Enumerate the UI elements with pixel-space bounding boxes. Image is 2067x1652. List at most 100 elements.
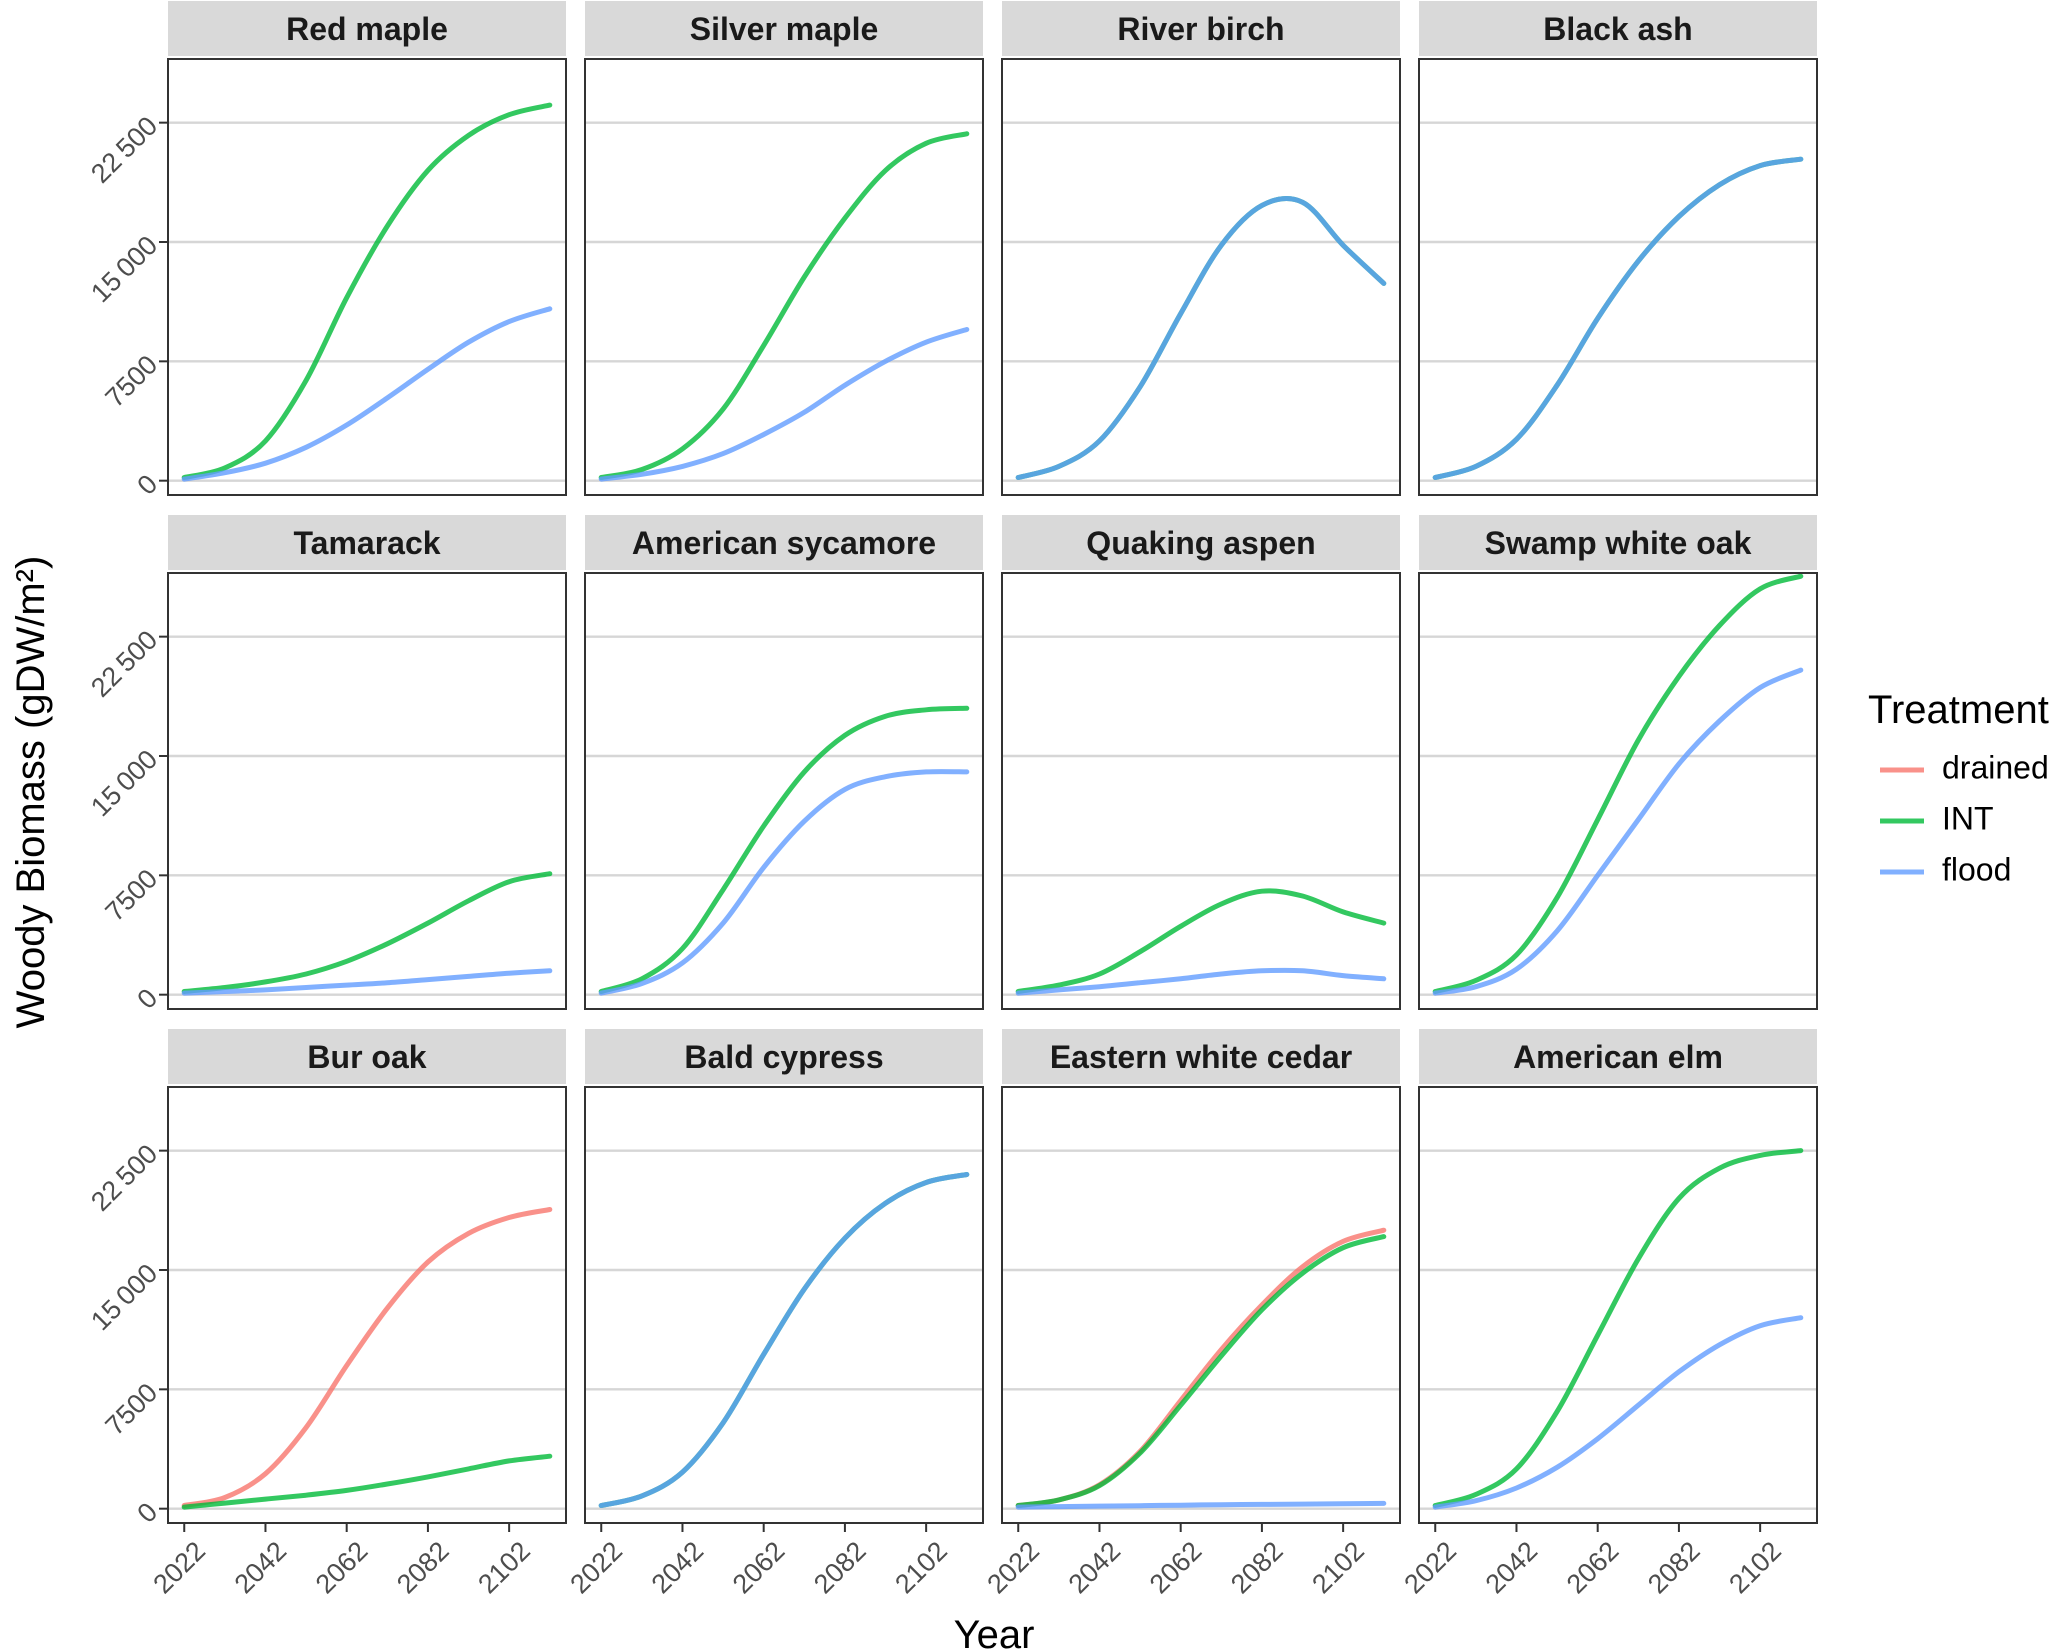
x-tick-label: 2022 [981, 1536, 1045, 1600]
series-line-flood [181, 968, 553, 996]
panel-background [168, 1087, 566, 1523]
series-line-int [1432, 1148, 1804, 1508]
x-tick-label: 2062 [1561, 1536, 1625, 1600]
series-line-flood [1432, 1315, 1804, 1510]
x-tick-label: 2042 [1480, 1536, 1544, 1600]
panel-background [168, 59, 566, 495]
panel-background [1002, 573, 1400, 1009]
y-tick-label: 0 [131, 469, 163, 501]
y-tick-label: 22 500 [85, 625, 163, 703]
facet-strip [585, 1029, 983, 1084]
y-tick-label: 7500 [100, 1377, 164, 1441]
y-tick-label: 22 500 [85, 111, 163, 189]
x-tick-label: 2022 [564, 1536, 628, 1600]
series-line-flood [1015, 1500, 1387, 1510]
panel-background [168, 573, 566, 1009]
facet-strip [585, 1, 983, 56]
panel-border [1001, 58, 1401, 496]
panel-border [167, 1086, 567, 1524]
series-line-int [598, 131, 970, 480]
y-tick-label: 15 000 [85, 744, 163, 822]
facet-title: Bur oak [307, 1039, 426, 1075]
panel-background [1419, 1087, 1817, 1523]
y-tick-label: 0 [131, 1497, 163, 1529]
facet-panel: Bald cypress 2022 2042 2062 2082 2102 [564, 1029, 984, 1600]
panel-border [1001, 1086, 1401, 1524]
legend-label: flood [1942, 851, 2011, 887]
series-line-int [1432, 573, 1804, 994]
series-line-flood [598, 327, 970, 482]
facet-panel: Black ash [1418, 1, 1818, 496]
panel-border [167, 572, 567, 1010]
x-tick-label: 2082 [1642, 1536, 1706, 1600]
facet-panel: Swamp white oak [1418, 515, 1818, 1010]
facet-title: River birch [1117, 11, 1284, 47]
panel-border [167, 58, 567, 496]
y-axis-title: Woody Biomass (gDW/m²) [9, 556, 53, 1029]
facet-title: Eastern white cedar [1050, 1039, 1352, 1075]
series-line-int [181, 871, 553, 994]
series-line-flood [1432, 667, 1804, 996]
series-line-int [598, 705, 970, 994]
legend-label: INT [1942, 800, 1994, 836]
facet-panel: Eastern white cedar 2022 2042 2062 2082 2102 [981, 1029, 1401, 1600]
facet-title: Quaking aspen [1086, 525, 1315, 561]
x-tick-label: 2082 [808, 1536, 872, 1600]
panel-border [1418, 58, 1818, 496]
series-line-drained [181, 1207, 553, 1508]
facet-title: Swamp white oak [1485, 525, 1752, 561]
facet-strip [1419, 1029, 1817, 1084]
facet-title: American elm [1513, 1039, 1723, 1075]
series-line-flood [181, 306, 553, 482]
panel-background [585, 1087, 983, 1523]
y-tick-label: 15 000 [85, 1258, 163, 1336]
series-line-int [1015, 1234, 1387, 1508]
facet-strip [585, 515, 983, 570]
facet-panel: Bur oak 0 7500 15 000 22 500 2022 2042 2062 2082… [85, 1029, 567, 1600]
series-line-int [181, 102, 553, 480]
facet-strip [168, 515, 566, 570]
x-tick-label: 2042 [1063, 1536, 1127, 1600]
x-tick-label: 2082 [1225, 1536, 1289, 1600]
series-line-flood [1015, 195, 1387, 480]
facet-strip [1002, 1029, 1400, 1084]
x-tick-label: 2062 [310, 1536, 374, 1600]
panel-border [1418, 1086, 1818, 1524]
x-tick-label: 2102 [1306, 1536, 1370, 1600]
panel-border [1001, 572, 1401, 1010]
panel-border [1418, 572, 1818, 1010]
x-tick-label: 2082 [391, 1536, 455, 1600]
facet-title: Black ash [1543, 11, 1692, 47]
x-tick-label: 2102 [472, 1536, 536, 1600]
series-line-flood [598, 1172, 970, 1508]
y-tick-label: 7500 [100, 863, 164, 927]
x-tick-label: 2102 [889, 1536, 953, 1600]
panel-border [584, 58, 984, 496]
x-axis-title: Year [954, 1613, 1035, 1652]
facet-panel: Tamarack 0 7500 15 000 22 500 [85, 515, 567, 1015]
panel-border [584, 1086, 984, 1524]
x-tick-label: 2102 [1723, 1536, 1787, 1600]
series-line-flood [1432, 156, 1804, 480]
y-tick-label: 15 000 [85, 230, 163, 308]
legend-label: drained [1942, 749, 2049, 785]
facet-strip [1419, 1, 1817, 56]
x-tick-label: 2062 [1144, 1536, 1208, 1600]
x-tick-label: 2062 [727, 1536, 791, 1600]
x-tick-label: 2022 [1398, 1536, 1462, 1600]
series-line-flood [598, 769, 970, 996]
facet-strip [1419, 515, 1817, 570]
y-tick-label: 22 500 [85, 1139, 163, 1217]
panel-background [1419, 59, 1817, 495]
x-tick-label: 2042 [229, 1536, 293, 1600]
x-tick-label: 2022 [147, 1536, 211, 1600]
facet-title: Red maple [286, 11, 448, 47]
panel-background [585, 59, 983, 495]
facet-title: Silver maple [690, 11, 879, 47]
series-line-int [181, 1453, 553, 1510]
facet-panel: Quaking aspen [1001, 515, 1401, 1010]
facet-panel: American elm 2022 2042 2062 2082 2102 [1398, 1029, 1818, 1600]
facet-title: Tamarack [293, 525, 440, 561]
series-line-flood [1015, 967, 1387, 996]
legend-title: Treatment [1868, 688, 2049, 732]
